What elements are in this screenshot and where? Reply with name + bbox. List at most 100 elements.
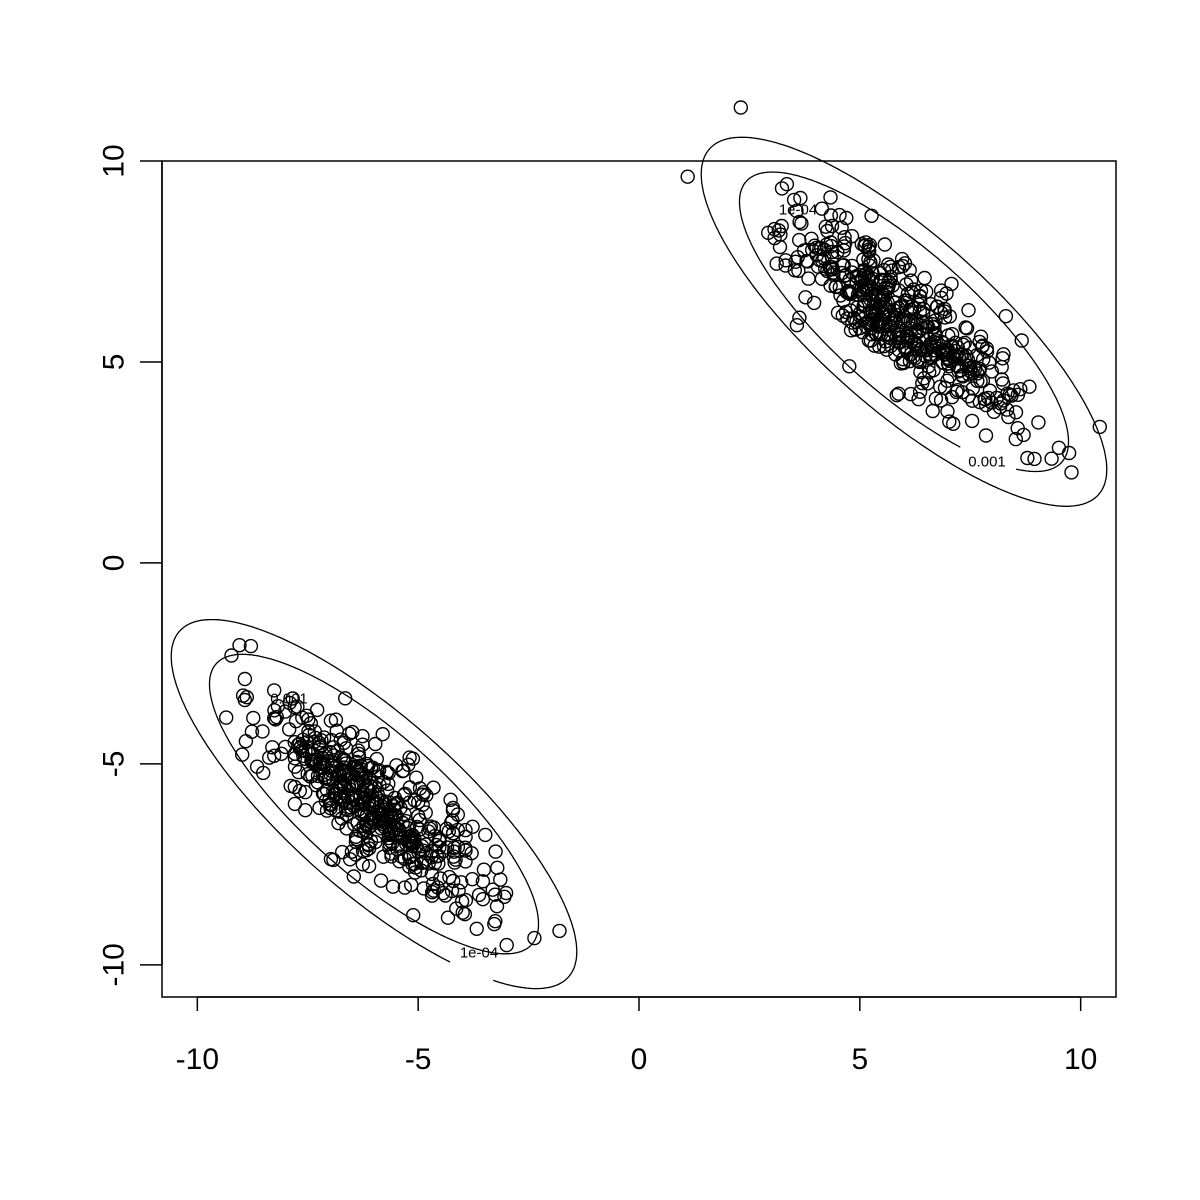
data-point (1008, 405, 1024, 420)
data-point (292, 736, 307, 751)
data-point (1064, 465, 1079, 480)
data-point (328, 712, 344, 727)
data-point (903, 386, 918, 402)
data-point (838, 304, 854, 320)
contour-label: 0.001 (968, 454, 1006, 471)
data-point (844, 228, 860, 244)
data-point (793, 190, 808, 206)
data-point (346, 869, 361, 884)
data-point (382, 840, 397, 855)
data-point (975, 373, 991, 388)
data-point (949, 384, 964, 400)
density-contour (170, 618, 578, 990)
data-point (897, 313, 912, 328)
data-point (733, 100, 748, 115)
data-point (345, 724, 360, 740)
data-point (414, 839, 430, 854)
data-point (387, 802, 402, 817)
x-tick-label: 10 (1064, 1043, 1097, 1076)
data-point (278, 739, 293, 755)
data-point (881, 307, 896, 323)
data-point (809, 240, 824, 256)
data-point (335, 844, 350, 860)
data-point (471, 887, 487, 903)
data-point (878, 280, 894, 295)
data-point (789, 318, 805, 333)
data-point (349, 754, 364, 770)
data-point (933, 283, 949, 298)
data-point (333, 762, 349, 777)
data-point (965, 381, 980, 396)
data-point (904, 284, 919, 300)
data-point (301, 712, 316, 727)
data-point (1044, 451, 1059, 466)
data-point (877, 237, 892, 252)
data-point (362, 797, 377, 813)
data-point (873, 266, 888, 281)
data-point (854, 273, 869, 289)
data-point (1022, 379, 1037, 394)
data-point (391, 822, 407, 837)
data-point (237, 671, 253, 687)
data-point (375, 810, 390, 826)
data-point (908, 313, 923, 328)
data-point (337, 764, 352, 779)
data-point (269, 709, 284, 725)
data-point (789, 203, 804, 219)
data-point (859, 266, 874, 281)
data-point (975, 338, 990, 353)
data-point (984, 364, 999, 379)
data-point (839, 285, 855, 300)
data-point (814, 240, 829, 256)
data-point (944, 276, 959, 292)
data-point (923, 297, 938, 312)
data-point (375, 727, 390, 742)
data-point (475, 874, 491, 889)
data-point (355, 857, 370, 872)
data-point (906, 282, 921, 297)
data-point (298, 803, 313, 818)
data-point (946, 416, 961, 431)
data-point (892, 327, 908, 343)
data-point (878, 317, 893, 333)
data-point (842, 359, 857, 374)
data-point (425, 885, 440, 900)
data-point (836, 258, 851, 273)
data-point (1051, 440, 1067, 455)
data-point (370, 769, 385, 784)
data-point (339, 763, 354, 778)
data-point (294, 739, 309, 754)
data-point (950, 383, 965, 398)
y-tick-label: 0 (98, 555, 131, 572)
data-point (950, 340, 965, 355)
data-point (447, 840, 462, 855)
data-point (823, 278, 838, 293)
data-point (267, 748, 282, 763)
data-point (301, 727, 317, 743)
data-point (913, 283, 929, 299)
data-point (380, 807, 395, 822)
data-point (995, 351, 1010, 366)
data-point (871, 319, 886, 334)
data-point (361, 859, 377, 874)
data-point (430, 880, 445, 895)
data-point (443, 792, 458, 807)
data-point (778, 258, 793, 273)
data-point (243, 638, 259, 654)
data-point (270, 699, 286, 714)
data-point (962, 340, 977, 356)
data-point (940, 356, 956, 371)
data-point (911, 391, 926, 407)
data-point (232, 638, 247, 653)
data-point (408, 860, 423, 875)
data-point (323, 713, 339, 728)
data-point (312, 740, 328, 755)
data-point (771, 223, 786, 238)
data-point (779, 176, 795, 192)
data-point (246, 710, 261, 726)
data-point (937, 301, 952, 317)
data-point (823, 208, 839, 223)
data-point (849, 314, 864, 330)
data-point (874, 272, 889, 287)
contour-label: 1e-04 (460, 945, 498, 962)
